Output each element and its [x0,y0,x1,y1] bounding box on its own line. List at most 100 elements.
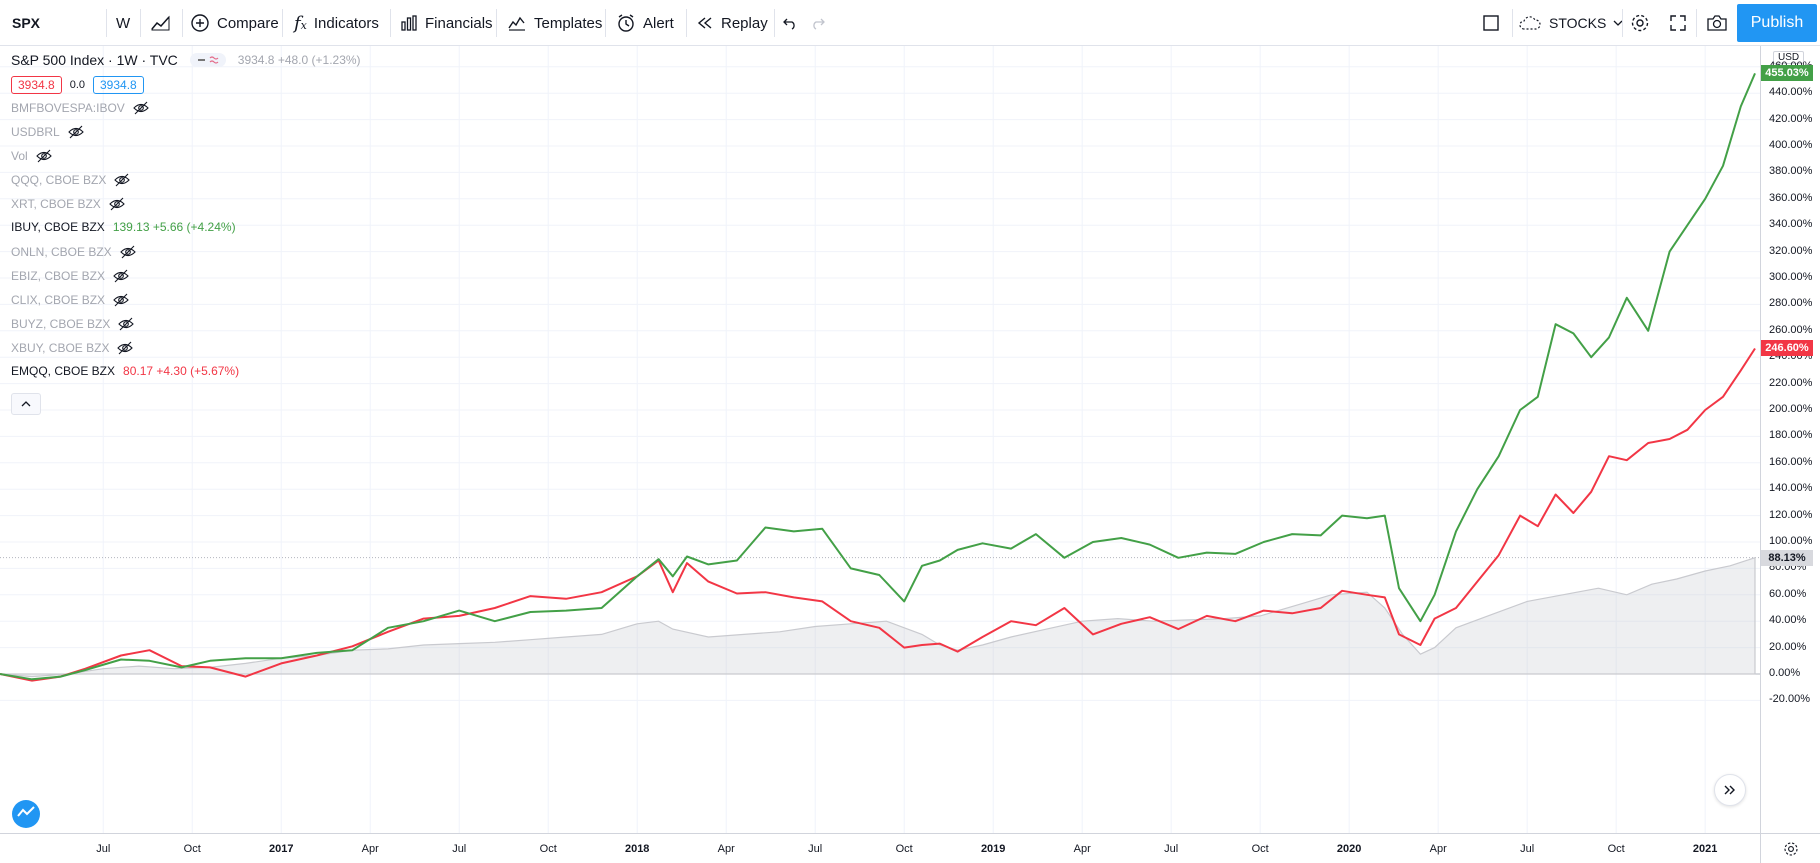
symbol-search-button[interactable]: SPX [12,0,92,46]
currency-text: USD [1778,52,1800,63]
price-tick-label: -20.00% [1769,693,1810,706]
study-legend-row[interactable]: CLIX, CBOE BZX [11,292,129,308]
toolbar-divider [106,9,107,37]
alert-button[interactable]: Alert [616,0,674,46]
fullscreen-button[interactable] [1669,0,1687,46]
time-tick-label: Oct [539,843,557,855]
study-legend-row[interactable]: Vol [11,148,52,164]
study-legend-row[interactable]: XRT, CBOE BZX [11,196,125,212]
study-legend-values: 139.13 +5.66 (+4.24%) [112,220,236,234]
currency-label[interactable]: USD [1773,51,1805,64]
eye-crossed-icon[interactable] [109,196,125,212]
price-tick-label: 220.00% [1769,376,1813,389]
function-icon: fx [294,12,307,34]
study-legend-row[interactable]: IBUY, CBOE BZX 139.13 +5.66 (+4.24%) [11,220,236,234]
settings-button[interactable] [1630,0,1650,46]
eye-crossed-icon[interactable] [133,100,149,116]
study-legend-row[interactable]: BUYZ, CBOE BZX [11,316,135,332]
eye-crossed-icon[interactable] [114,172,131,188]
time-tick-label: Jul [96,843,111,855]
study-legend-row[interactable]: EBIZ, CBOE BZX [11,268,129,284]
chevron-down-icon [1613,19,1623,27]
undo-icon [782,16,798,30]
eye-crossed-icon[interactable] [118,316,135,332]
toolbar-divider [774,9,775,37]
eye-crossed-icon[interactable] [67,124,84,140]
collapse-legend-button[interactable] [11,393,41,415]
time-tick-label: Jul [452,843,467,855]
time-tick-label: Apr [717,843,735,855]
study-legend-row[interactable]: ONLN, CBOE BZX [11,244,136,260]
eye-crossed-icon[interactable] [113,268,129,284]
price-tick-label: 440.00% [1769,86,1813,99]
study-legend-name: IBUY, CBOE BZX [11,220,105,234]
undo-button[interactable] [782,0,798,46]
publish-button[interactable]: Publish [1737,4,1817,42]
study-legend-name: BUYZ, CBOE BZX [11,317,111,331]
redo-icon [810,16,826,30]
tradingview-logo[interactable] [12,800,40,828]
eye-crossed-icon[interactable] [113,292,129,308]
replay-button[interactable]: Replay [696,0,768,46]
compare-button[interactable]: Compare [190,0,279,46]
financials-button[interactable]: Financials [400,0,493,46]
gear-icon[interactable] [1783,841,1799,862]
price-tick-label: 40.00% [1769,614,1807,627]
eye-crossed-icon[interactable] [35,148,52,164]
eye-crossed-icon[interactable] [119,244,136,260]
study-legend-row[interactable]: BMFBOVESPA:IBOV [11,100,149,116]
symbol-label: SPX [12,15,41,31]
series-line-ibuy[interactable] [0,73,1756,681]
toolbar-divider [182,9,183,37]
indicators-button[interactable]: fx Indicators [294,0,379,46]
main-series-title: S&P 500 Index · 1W · TVC [11,52,178,68]
price-tag: 455.03% [1761,65,1813,82]
price-axis[interactable]: USD 460.00%440.00%420.00%400.00%380.00%3… [1760,46,1820,833]
toolbar-divider [390,9,391,37]
redo-button[interactable] [810,0,826,46]
price-tick-label: 360.00% [1769,191,1813,204]
legend-toggle-icon[interactable] [189,53,226,67]
study-legend-row[interactable]: USDBRL [11,124,84,140]
study-legend-name: EMQQ, CBOE BZX [11,364,116,378]
chart-canvas[interactable] [0,39,1760,833]
interval-button[interactable]: W [116,0,130,46]
price-tick-label: 0.00% [1769,667,1801,679]
time-axis[interactable]: Jul Oct 2017 Apr Jul Oct 2018 Apr Jul Oct 2019 Apr J… [0,833,1760,863]
fullscreen-icon [1669,14,1687,32]
toolbar-divider [496,9,497,37]
study-legend-row[interactable]: XBUY, CBOE BZX [11,340,134,356]
ask-price[interactable]: 3934.8 [93,76,144,94]
snapshot-button[interactable] [1706,0,1728,46]
time-tick-label: Oct [183,843,201,855]
price-tick-label: 280.00% [1769,297,1813,310]
study-legend-name: CLIX, CBOE BZX [11,293,106,307]
study-legend-name: XBUY, CBOE BZX [11,341,110,355]
study-legend-name: ONLN, CBOE BZX [11,245,112,259]
price-tick-label: 160.00% [1769,455,1813,468]
layout-button[interactable] [1482,0,1500,46]
time-tick-label: 2020 [1336,843,1362,855]
spread-value: 0.0 [69,79,85,91]
eye-crossed-icon[interactable] [117,340,134,356]
bid-price[interactable]: 3934.8 [11,76,62,94]
price-tag: 88.13% [1761,549,1813,566]
study-legend-row[interactable]: QQQ, CBOE BZX [11,172,131,188]
study-legend-values: 80.17 +4.30 (+5.67%) [123,364,240,378]
chart-type-button[interactable] [150,0,172,46]
watchlist-label: STOCKS [1549,15,1607,31]
main-series-legend[interactable]: S&P 500 Index · 1W · TVC 3934.8 +48.0 (+… [11,52,361,68]
top-toolbar: SPX W Compare fx Indicators Financials T… [0,0,1820,46]
templates-icon [507,14,527,32]
scroll-to-realtime-button[interactable] [1714,774,1746,806]
study-legend-row[interactable]: EMQQ, CBOE BZX 80.17 +4.30 (+5.67%) [11,364,239,378]
price-tick-label: 100.00% [1769,535,1813,547]
time-tick-label: Oct [1251,843,1269,855]
time-tick-label: 2017 [268,843,294,855]
chevron-up-icon [21,395,31,413]
templates-button[interactable]: Templates [507,0,602,46]
study-legend-name: Vol [11,149,28,163]
chart-pane[interactable] [0,39,1760,833]
price-tick-label: 420.00% [1769,112,1813,125]
watchlist-button[interactable]: STOCKS [1518,0,1623,46]
